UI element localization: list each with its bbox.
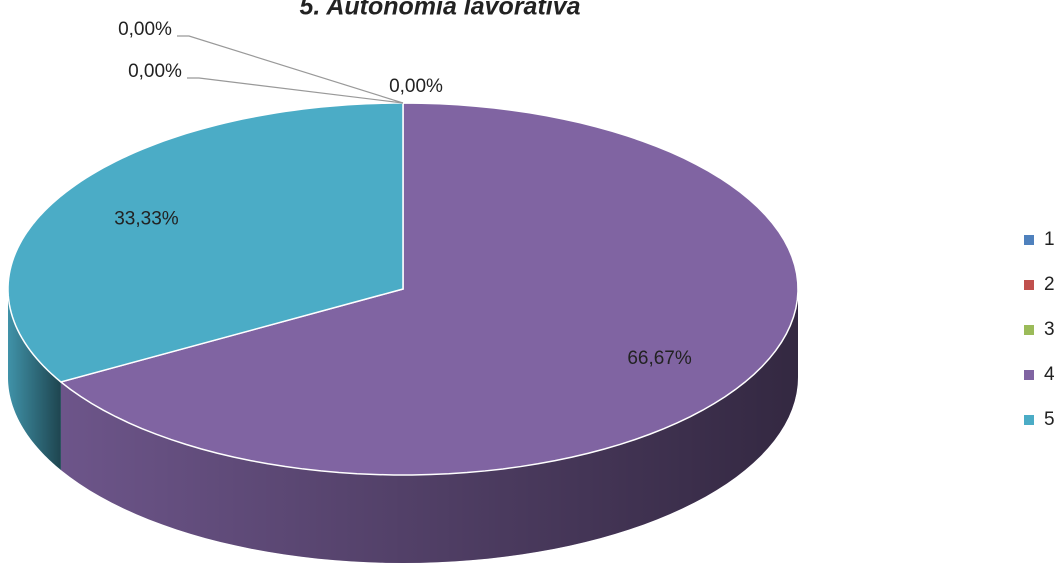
legend-label: 3 — [1044, 319, 1055, 340]
leader-line — [177, 35, 404, 104]
legend-marker — [1024, 370, 1034, 380]
legend-label: 5 — [1044, 409, 1055, 430]
chart-title: 5. Autonomia lavorativa — [299, 0, 580, 21]
legend-label: 4 — [1044, 364, 1055, 385]
data-label: 0,00% — [128, 61, 182, 82]
pie-side-shade — [60, 289, 799, 563]
legend-label: 2 — [1044, 274, 1055, 295]
pie-side-shade — [8, 289, 61, 470]
data-label: 66,67% — [627, 348, 692, 369]
pie-slice — [59, 102, 799, 476]
legend-marker — [1024, 415, 1034, 425]
leader-line — [187, 77, 404, 104]
legend-label: 1 — [1044, 229, 1055, 250]
legend-marker — [1024, 325, 1034, 335]
data-label: 0,00% — [118, 19, 172, 40]
pie-slice — [7, 102, 404, 383]
legend-marker — [1024, 280, 1034, 290]
data-label: 33,33% — [114, 208, 179, 229]
legend-marker — [1024, 235, 1034, 245]
data-label: 0,00% — [389, 76, 443, 97]
